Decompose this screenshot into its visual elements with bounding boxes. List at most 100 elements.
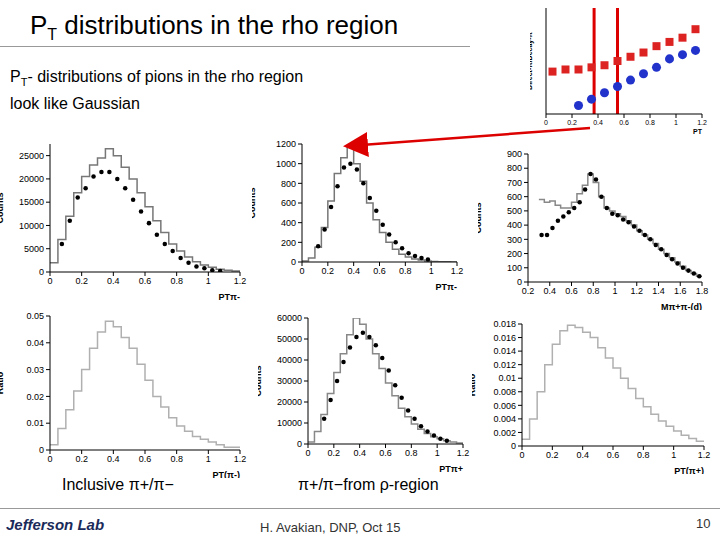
- svg-text:1.6: 1.6: [674, 286, 687, 296]
- svg-text:0.6: 0.6: [139, 454, 152, 464]
- svg-text:1: 1: [206, 276, 211, 286]
- svg-text:PT(π-): PT(π-): [213, 470, 240, 478]
- svg-text:100: 100: [507, 263, 522, 273]
- svg-text:0.6: 0.6: [139, 276, 152, 286]
- svg-text:0.01: 0.01: [498, 373, 516, 383]
- svg-text:1.4: 1.4: [652, 286, 665, 296]
- svg-text:0.006: 0.006: [493, 401, 516, 411]
- svg-text:0: 0: [299, 266, 304, 276]
- svg-text:0.008: 0.008: [493, 387, 516, 397]
- svg-text:0.2: 0.2: [522, 286, 535, 296]
- svg-text:0: 0: [511, 441, 516, 451]
- svg-text:0: 0: [517, 277, 522, 287]
- svg-text:0.2: 0.2: [75, 276, 88, 286]
- svg-text:0: 0: [544, 119, 548, 126]
- svg-text:0.004: 0.004: [493, 414, 516, 424]
- svg-text:0: 0: [47, 454, 52, 464]
- svg-text:0.016: 0.016: [493, 333, 516, 343]
- svg-text:60000: 60000: [277, 313, 302, 323]
- svg-text:PT(π+): PT(π+): [674, 466, 704, 474]
- svg-text:0: 0: [305, 448, 310, 458]
- svg-text:0.8: 0.8: [170, 454, 183, 464]
- svg-text:0.8: 0.8: [405, 448, 418, 458]
- svg-text:15000: 15000: [19, 197, 44, 207]
- svg-text:50000: 50000: [277, 334, 302, 344]
- svg-text:0.6: 0.6: [619, 119, 629, 126]
- svg-text:500: 500: [507, 206, 522, 216]
- svg-text:800: 800: [281, 179, 296, 189]
- svg-text:0.8: 0.8: [587, 286, 600, 296]
- svg-text:200: 200: [281, 238, 296, 248]
- svg-text:1000: 1000: [276, 159, 296, 169]
- svg-text:PTπ-: PTπ-: [219, 292, 240, 300]
- svg-text:800: 800: [507, 163, 522, 173]
- svg-text:0.6: 0.6: [379, 448, 392, 458]
- svg-text:0.01: 0.01: [26, 418, 44, 428]
- svg-text:0: 0: [291, 257, 296, 267]
- svg-text:0.2: 0.2: [546, 450, 559, 460]
- svg-text:900: 900: [507, 149, 522, 159]
- svg-text:Mπ+π-(d): Mπ+π-(d): [661, 302, 702, 310]
- svg-text:1.2: 1.2: [234, 276, 247, 286]
- svg-text:600: 600: [281, 198, 296, 208]
- svg-text:0.4: 0.4: [593, 119, 603, 126]
- svg-text:1: 1: [612, 286, 617, 296]
- svg-text:0.002: 0.002: [493, 428, 516, 438]
- svg-text:0.2: 0.2: [328, 448, 341, 458]
- svg-text:0.6: 0.6: [373, 266, 386, 276]
- svg-text:1: 1: [206, 454, 211, 464]
- svg-text:0.05: 0.05: [26, 311, 44, 321]
- svg-text:0.03: 0.03: [26, 365, 44, 375]
- svg-text:700: 700: [507, 178, 522, 188]
- svg-text:0.014: 0.014: [493, 346, 516, 356]
- svg-text:0.2: 0.2: [75, 454, 88, 464]
- svg-text:0.04: 0.04: [26, 338, 44, 348]
- svg-text:20000: 20000: [19, 174, 44, 184]
- svg-text:0: 0: [297, 439, 302, 449]
- svg-text:30000: 30000: [277, 376, 302, 386]
- svg-text:5000: 5000: [24, 244, 44, 254]
- svg-text:1.2: 1.2: [698, 450, 711, 460]
- svg-text:0.012: 0.012: [493, 360, 516, 370]
- svg-text:0.8: 0.8: [637, 450, 650, 460]
- svg-text:0.8: 0.8: [399, 266, 412, 276]
- svg-text:1.2: 1.2: [457, 448, 470, 458]
- svg-text:1200: 1200: [276, 139, 296, 149]
- svg-text:0.4: 0.4: [576, 450, 589, 460]
- svg-text:1: 1: [671, 450, 676, 460]
- svg-text:Ratio: Ratio: [472, 373, 477, 396]
- svg-text:40000: 40000: [277, 355, 302, 365]
- svg-text:0.2: 0.2: [567, 119, 577, 126]
- svg-text:1: 1: [435, 448, 440, 458]
- svg-text:1.2: 1.2: [630, 286, 643, 296]
- svg-text:0.4: 0.4: [543, 286, 556, 296]
- svg-text:Counts: Counts: [478, 203, 483, 234]
- svg-text:400: 400: [507, 220, 522, 230]
- svg-text:0.018: 0.018: [493, 319, 516, 329]
- svg-text:0: 0: [519, 450, 524, 460]
- svg-text:1.8: 1.8: [696, 286, 709, 296]
- svg-text:200: 200: [507, 249, 522, 259]
- svg-text:1: 1: [674, 119, 678, 126]
- svg-text:1.2: 1.2: [451, 266, 464, 276]
- svg-text:Counts: Counts: [258, 366, 263, 397]
- svg-text:PT: PT: [693, 128, 703, 134]
- svg-text:0.2: 0.2: [322, 266, 335, 276]
- svg-text:0.4: 0.4: [347, 266, 360, 276]
- svg-text:20000: 20000: [277, 397, 302, 407]
- svg-text:0.6: 0.6: [607, 450, 620, 460]
- svg-text:0: 0: [39, 267, 44, 277]
- svg-text:0.8: 0.8: [170, 276, 183, 286]
- svg-text:1: 1: [429, 266, 434, 276]
- svg-text:1.2: 1.2: [234, 454, 247, 464]
- svg-text:1.2: 1.2: [697, 119, 707, 126]
- svg-text:Counts: Counts: [252, 188, 257, 219]
- svg-text:300: 300: [507, 235, 522, 245]
- svg-text:PTπ+: PTπ+: [439, 464, 463, 472]
- svg-text:10000: 10000: [277, 418, 302, 428]
- svg-text:0.4: 0.4: [353, 448, 366, 458]
- svg-text:25000: 25000: [19, 151, 44, 161]
- svg-text:400: 400: [281, 218, 296, 228]
- svg-text:0: 0: [47, 276, 52, 286]
- svg-text:600: 600: [507, 192, 522, 202]
